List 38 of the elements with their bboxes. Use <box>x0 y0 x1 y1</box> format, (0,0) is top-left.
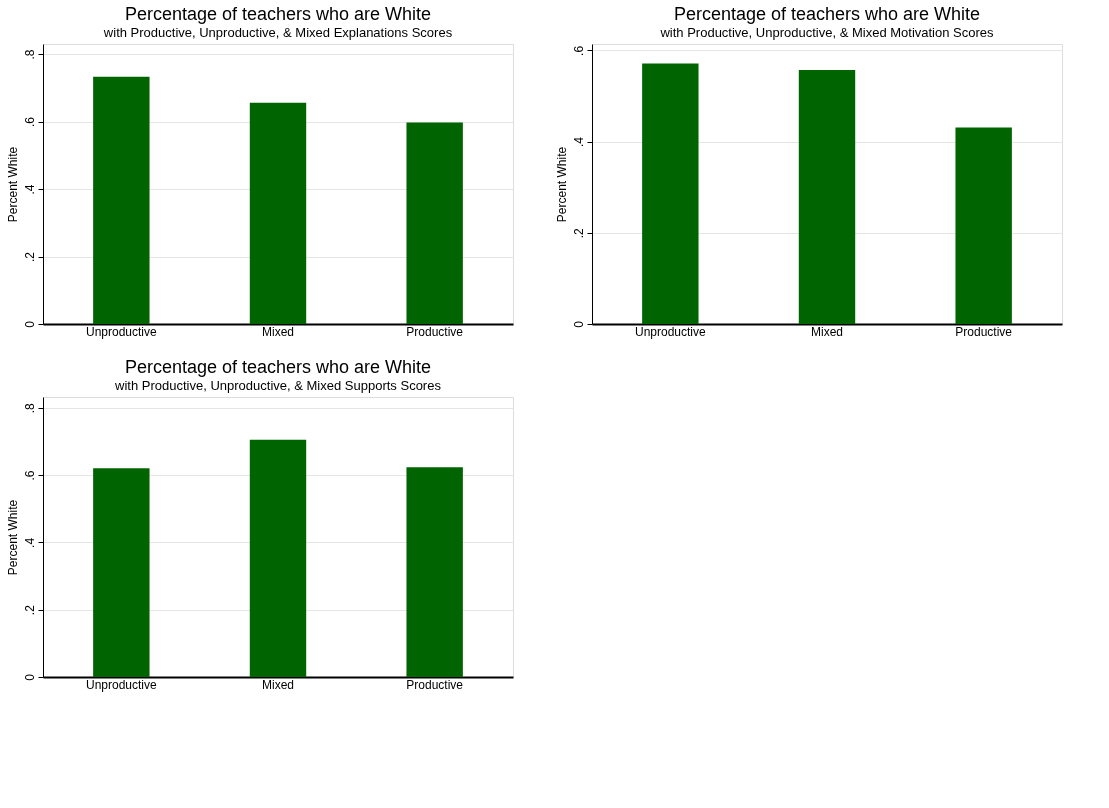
x-tick-label: Productive <box>955 324 1013 339</box>
x-tick-label: Productive <box>406 324 464 339</box>
bar <box>93 76 150 324</box>
x-tick-label: Unproductive <box>634 324 707 339</box>
chart-subtitle: with Productive, Unproductive, & Mixed Explanations Scores <box>102 25 453 40</box>
bar <box>955 127 1012 324</box>
y-tick-label: .4 <box>22 184 37 195</box>
y-tick-label: .2 <box>571 227 586 239</box>
x-tick-label: Productive <box>406 677 464 692</box>
chart-subtitle: with Productive, Unproductive, & Mixed Motivation Scores <box>659 25 995 40</box>
chart-title: Percentage of teachers who are White <box>124 4 432 24</box>
y-axis-title: Percent White <box>554 146 569 223</box>
bar <box>642 63 699 324</box>
x-tick-label: Unproductive <box>85 324 158 339</box>
y-axis-title: Percent White <box>5 499 20 576</box>
x-tick-label: Mixed <box>261 324 295 339</box>
chart-title: Percentage of teachers who are White <box>673 4 981 24</box>
y-tick-label: .4 <box>22 537 37 548</box>
bar <box>249 102 307 324</box>
bar <box>798 69 856 324</box>
bar <box>406 122 463 324</box>
y-tick-label: .4 <box>571 136 586 148</box>
y-tick-label: .6 <box>22 470 37 481</box>
chart-subtitle: with Productive, Unproductive, & Mixed Supports Scores <box>114 378 442 393</box>
y-tick-label: .8 <box>22 49 37 60</box>
chart-title: Percentage of teachers who are White <box>124 357 432 377</box>
x-tick-label: Unproductive <box>85 677 158 692</box>
y-tick-label: 0 <box>571 320 586 328</box>
y-axis-title: Percent White <box>5 146 20 223</box>
y-tick-label: .2 <box>22 251 37 263</box>
y-tick-label: .2 <box>22 604 37 616</box>
y-tick-label: 0 <box>22 320 37 328</box>
y-tick-label: 0 <box>22 673 37 681</box>
x-tick-label: Mixed <box>810 324 844 339</box>
x-tick-label: Mixed <box>261 677 295 692</box>
y-tick-label: .6 <box>571 45 586 56</box>
y-tick-label: .6 <box>22 116 37 128</box>
y-tick-label: .8 <box>22 402 37 414</box>
